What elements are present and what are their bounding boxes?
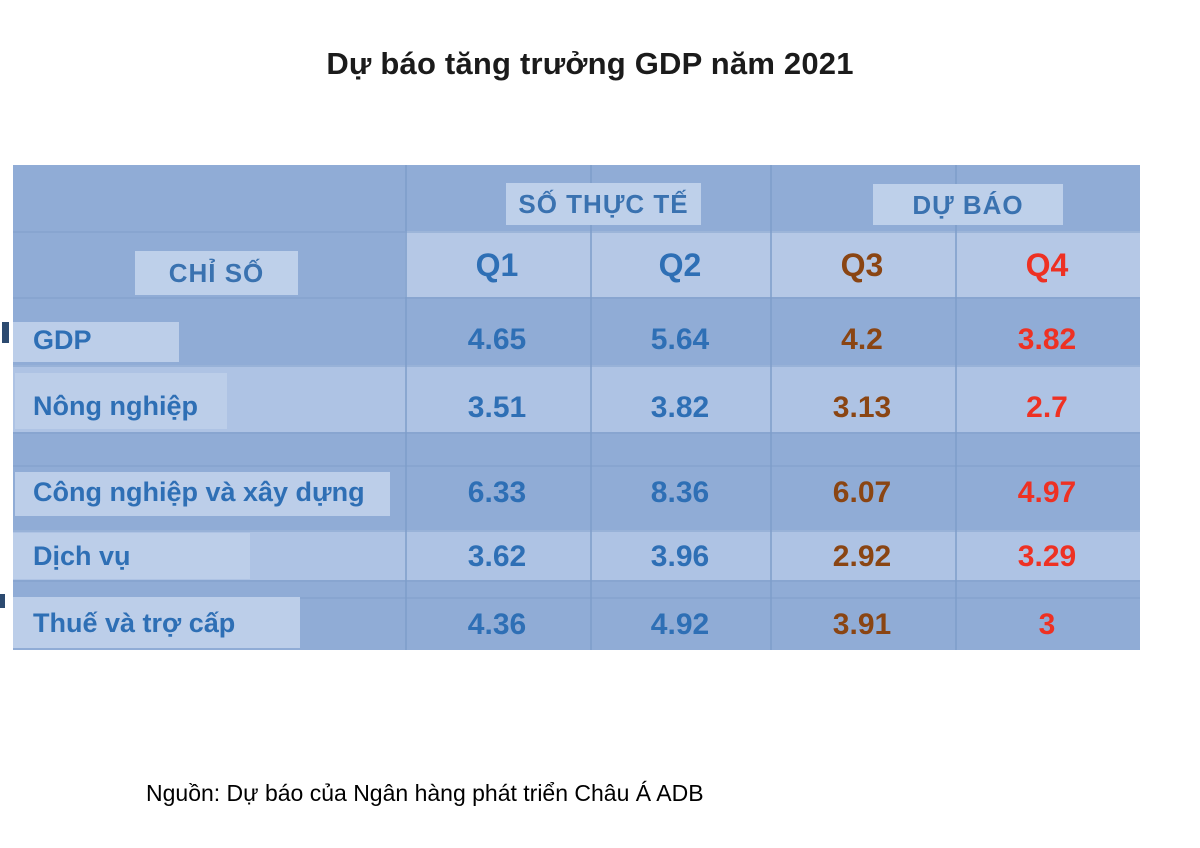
cell-thue-q2: 4.92 <box>650 608 710 641</box>
cell-gdp-q2: 5.64 <box>650 323 710 356</box>
cell-dich-q2: 3.96 <box>650 540 710 573</box>
cell-dich-q3: 2.92 <box>832 540 892 573</box>
grid-hline <box>13 297 1140 299</box>
grid-vline <box>405 165 407 650</box>
cell-dich-q1: 3.62 <box>467 540 527 573</box>
clipped-artifact <box>0 594 5 608</box>
row-label-nong-nghiep: Nông nghiệp <box>33 391 198 421</box>
page-title: Dự báo tăng trưởng GDP năm 2021 <box>326 46 854 81</box>
cell-thue-q3: 3.91 <box>832 608 892 641</box>
cell-thue-q1: 4.36 <box>467 608 527 641</box>
grid-hline <box>13 580 1140 582</box>
cell-cong-q1: 6.33 <box>467 476 527 509</box>
quarter-header-q2: Q2 <box>658 247 702 283</box>
grid-vline <box>955 165 957 650</box>
grid-hline <box>13 597 1140 599</box>
gdp-forecast-table: SỐ THỰC TẾ DỰ BÁO CHỈ SỐ Q1 Q2 Q3 Q4 GDP… <box>13 165 1140 650</box>
index-column-header-box <box>135 251 298 295</box>
row-label-box-dich-vu <box>13 533 250 579</box>
cell-gdp-q3: 4.2 <box>841 323 883 356</box>
row-label-gdp: GDP <box>33 325 92 355</box>
grid-hline <box>13 465 1140 467</box>
row-label-box-cong-nghiep <box>15 472 390 516</box>
cell-thue-q4: 3 <box>1038 608 1056 641</box>
row-label-box-nong-nghiep <box>15 373 227 429</box>
grid-vline <box>590 165 592 650</box>
cell-nong-q4: 2.7 <box>1026 391 1068 424</box>
row-label-box-thue <box>13 597 300 648</box>
quarter-header-q3: Q3 <box>840 247 884 283</box>
cell-dich-q4: 3.29 <box>1017 540 1077 573</box>
grid-vline <box>770 165 772 650</box>
col-group-actual-label: SỐ THỰC TẾ <box>518 189 689 219</box>
col-group-actual-box <box>506 183 701 225</box>
cell-cong-q4: 4.97 <box>1017 476 1077 509</box>
grid-hline <box>13 365 1140 367</box>
index-column-header: CHỈ SỐ <box>168 258 265 288</box>
cell-cong-q3: 6.07 <box>832 476 892 509</box>
quarter-header-q1: Q1 <box>475 247 519 283</box>
cell-nong-q3: 3.13 <box>832 391 892 424</box>
row-label-dich-vu: Dịch vụ <box>33 541 131 571</box>
quarter-header-band <box>405 231 1140 297</box>
grid-hline <box>13 231 1140 233</box>
row-label-box-gdp <box>13 322 179 362</box>
row-label-cong-nghiep: Công nghiệp và xây dựng <box>33 477 365 507</box>
clipped-artifact <box>2 322 9 343</box>
cell-nong-q2: 3.82 <box>650 391 710 424</box>
row-label-thue: Thuế và trợ cấp <box>33 608 236 638</box>
cell-gdp-q1: 4.65 <box>467 323 527 356</box>
col-group-forecast-box <box>873 184 1063 225</box>
quarter-header-q4: Q4 <box>1025 247 1069 283</box>
cell-cong-q2: 8.36 <box>650 476 710 509</box>
source-note: Nguồn: Dự báo của Ngân hàng phát triển C… <box>146 780 704 806</box>
cell-nong-q1: 3.51 <box>467 391 527 424</box>
grid-hline <box>13 432 1140 434</box>
cell-gdp-q4: 3.82 <box>1017 323 1077 356</box>
grid-hline <box>13 530 1140 532</box>
col-group-forecast-label: DỰ BÁO <box>912 190 1024 220</box>
